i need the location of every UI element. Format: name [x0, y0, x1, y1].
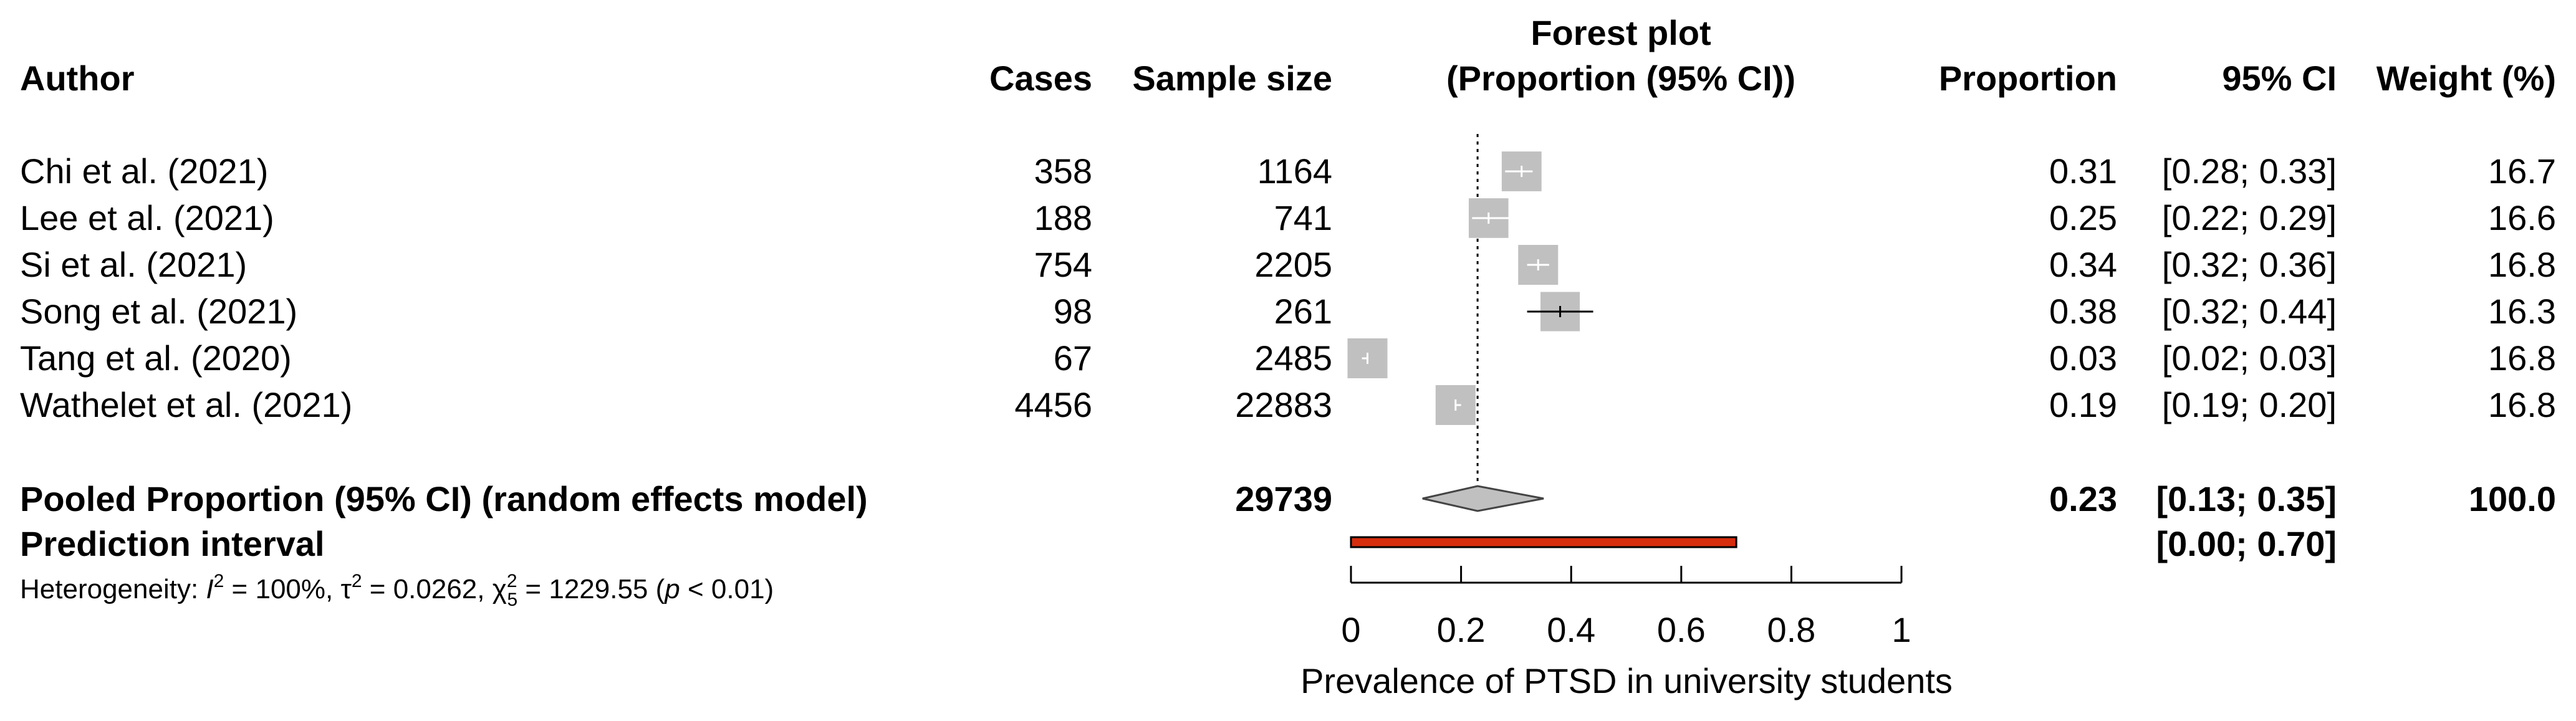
study-cases: 67	[1054, 338, 1092, 378]
study-proportion: 0.31	[2049, 151, 2117, 191]
header-proportion-ci: (Proportion (95% CI))	[1446, 59, 1795, 98]
study-ci: [0.28; 0.33]	[2162, 151, 2337, 191]
header-95ci: 95% CI	[2222, 59, 2337, 98]
study-cases: 98	[1054, 292, 1092, 331]
study-proportion: 0.19	[2049, 385, 2117, 424]
study-proportion: 0.38	[2049, 292, 2117, 331]
x-axis-tick-label: 0.6	[1657, 610, 1706, 649]
study-weight: 16.8	[2488, 338, 2556, 378]
study-sample-size: 741	[1274, 198, 1332, 237]
prediction-ci: [0.00; 0.70]	[2156, 524, 2337, 563]
pooled-diamond	[1422, 485, 1544, 512]
x-axis-tick-label: 0	[1341, 610, 1360, 649]
x-axis-tick-label: 0.4	[1547, 610, 1595, 649]
header-cases: Cases	[989, 59, 1092, 98]
x-axis-tick-label: 1	[1891, 610, 1911, 649]
x-axis-tick-label: 0.8	[1767, 610, 1815, 649]
plot-title: Forest plot	[1531, 13, 1711, 52]
prediction-label: Prediction interval	[20, 524, 325, 563]
study-ci: [0.19; 0.20]	[2162, 385, 2337, 424]
header-weight: Weight (%)	[2377, 59, 2556, 98]
study-ci: [0.32; 0.44]	[2162, 292, 2337, 331]
study-proportion: 0.03	[2049, 338, 2117, 378]
study-author: Lee et al. (2021)	[20, 198, 274, 237]
x-axis-label: Prevalence of PTSD in university student…	[1300, 661, 1953, 700]
study-author: Tang et al. (2020)	[20, 338, 292, 378]
study-author: Song et al. (2021)	[20, 292, 297, 331]
study-cases: 4456	[1014, 385, 1092, 424]
study-weight: 16.6	[2488, 198, 2556, 237]
header-proportion: Proportion	[1939, 59, 2117, 98]
study-weight: 16.8	[2488, 245, 2556, 284]
heterogeneity-text: Heterogeneity: I2 = 100%, τ2 = 0.0262, χ…	[20, 571, 774, 610]
study-sample-size: 1164	[1257, 151, 1332, 191]
study-ci: [0.02; 0.03]	[2162, 338, 2337, 378]
x-axis-tick-label: 0.2	[1437, 610, 1486, 649]
plot-marks: 0 0.2 0.4 0.6 0.8 1	[1341, 134, 1911, 649]
study-author: Wathelet et al. (2021)	[20, 385, 352, 424]
study-sample-size: 2205	[1254, 245, 1332, 284]
study-cases: 754	[1034, 245, 1092, 284]
study-ci: [0.32; 0.36]	[2162, 245, 2337, 284]
study-sample-size: 261	[1274, 292, 1332, 331]
pooled-sample-size: 29739	[1235, 479, 1332, 518]
study-weight: 16.3	[2488, 292, 2556, 331]
study-author: Chi et al. (2021)	[20, 151, 268, 191]
pooled-weight: 100.0	[2469, 479, 2556, 518]
study-sample-size: 2485	[1254, 338, 1332, 378]
study-author: Si et al. (2021)	[20, 245, 247, 284]
header-sample-size: Sample size	[1132, 59, 1332, 98]
study-cases: 188	[1034, 198, 1092, 237]
study-cases: 358	[1034, 151, 1092, 191]
study-weight: 16.7	[2488, 151, 2556, 191]
pooled-ci: [0.13; 0.35]	[2156, 479, 2337, 518]
header-author: Author	[20, 59, 135, 98]
study-ci: [0.22; 0.29]	[2162, 198, 2337, 237]
pooled-proportion: 0.23	[2049, 479, 2117, 518]
prediction-bar	[1350, 536, 1737, 548]
study-rows: Chi et al. (2021) 358 1164 0.31 [0.28; 0.33]…	[20, 151, 2556, 424]
study-proportion: 0.25	[2049, 198, 2117, 237]
study-sample-size: 22883	[1235, 385, 1332, 424]
pooled-label: Pooled Proportion (95% CI) (random effec…	[20, 479, 868, 518]
study-proportion: 0.34	[2049, 245, 2117, 284]
study-weight: 16.8	[2488, 385, 2556, 424]
